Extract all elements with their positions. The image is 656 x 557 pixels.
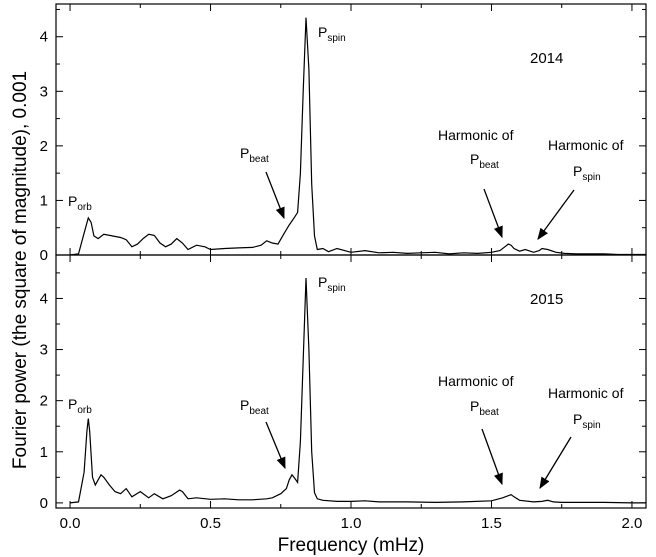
svg-text:Pspin: Pspin — [573, 163, 601, 183]
svg-text:Harmonic of: Harmonic of — [548, 385, 624, 401]
y-tick-label-2014: 4 — [40, 29, 48, 46]
arrow-harmonic-pspin-2015 — [539, 436, 572, 489]
y-tick-label-2015: 0 — [40, 495, 48, 512]
svg-text:Pspin: Pspin — [318, 24, 346, 44]
annotation-harmonic-pspin-2014: Harmonic of Pspin — [548, 137, 624, 183]
y-tick-label-2015: 4 — [40, 290, 48, 307]
annotation-porb-2015: Porb — [68, 396, 92, 416]
svg-text:Pspin: Pspin — [318, 274, 346, 294]
annotation-pspin-2014: Pspin — [318, 24, 346, 44]
panel-2015-year-label: 2015 — [530, 291, 563, 308]
svg-text:Harmonic of: Harmonic of — [438, 127, 514, 143]
svg-text:Pbeat: Pbeat — [470, 398, 499, 418]
arrow-pbeat-2015 — [265, 421, 286, 470]
y-tick-label-2014: 3 — [40, 83, 48, 100]
arrow-harmonic-pbeat-2014 — [483, 188, 503, 239]
arrow-harmonic-pspin-2014 — [537, 189, 575, 240]
series-line-2014 — [69, 17, 646, 256]
x-tick-label: 1.0 — [341, 515, 362, 532]
annotation-harmonic-pspin-2015: Harmonic of Pspin — [548, 385, 624, 431]
x-tick-label: 2.0 — [622, 515, 643, 532]
annotation-pspin-2015: Pspin — [318, 274, 346, 294]
y-tick-label-2015: 3 — [40, 342, 48, 359]
annotation-pbeat-2015: Pbeat — [240, 397, 269, 417]
y-axis-title: Fourier power (the square of magnitude),… — [10, 71, 31, 469]
panel-2014-frame — [55, 3, 647, 256]
svg-text:Pspin: Pspin — [573, 411, 601, 431]
svg-text:Porb: Porb — [68, 396, 92, 416]
svg-text:Harmonic of: Harmonic of — [438, 373, 514, 389]
svg-text:Pbeat: Pbeat — [470, 151, 499, 171]
y-tick-label-2014: 0 — [40, 247, 48, 264]
arrow-pbeat-2014 — [265, 171, 285, 220]
annotation-porb-2014: Porb — [68, 193, 92, 213]
x-tick-label: 1.5 — [481, 515, 502, 532]
y-tick-label-2014: 2 — [40, 138, 48, 155]
svg-text:Pbeat: Pbeat — [240, 145, 269, 165]
y-tick-label-2014: 1 — [40, 192, 48, 209]
annotation-harmonic-pbeat-2014: Harmonic of Pbeat — [438, 127, 514, 171]
y-tick-label-2015: 1 — [40, 444, 48, 461]
annotation-pbeat-2014: Pbeat — [240, 145, 269, 165]
svg-text:Porb: Porb — [68, 193, 92, 213]
panel-2014-year-label: 2014 — [530, 50, 563, 67]
axis-ticks: 0 1 2 3 4 0 1 2 3 4 0.0 0.5 1.0 1.5 2.0 — [40, 4, 646, 532]
x-tick-label: 0.5 — [200, 515, 221, 532]
svg-text:Pbeat: Pbeat — [240, 397, 269, 417]
y-tick-label-2015: 2 — [40, 393, 48, 410]
annotation-harmonic-pbeat-2015: Harmonic of Pbeat — [438, 373, 514, 418]
x-axis-title: Frequency (mHz) — [278, 535, 425, 556]
svg-text:Harmonic of: Harmonic of — [548, 137, 624, 153]
x-tick-label: 0.0 — [60, 515, 81, 532]
arrow-harmonic-pbeat-2015 — [481, 428, 503, 486]
series-line-2015 — [69, 277, 646, 504]
